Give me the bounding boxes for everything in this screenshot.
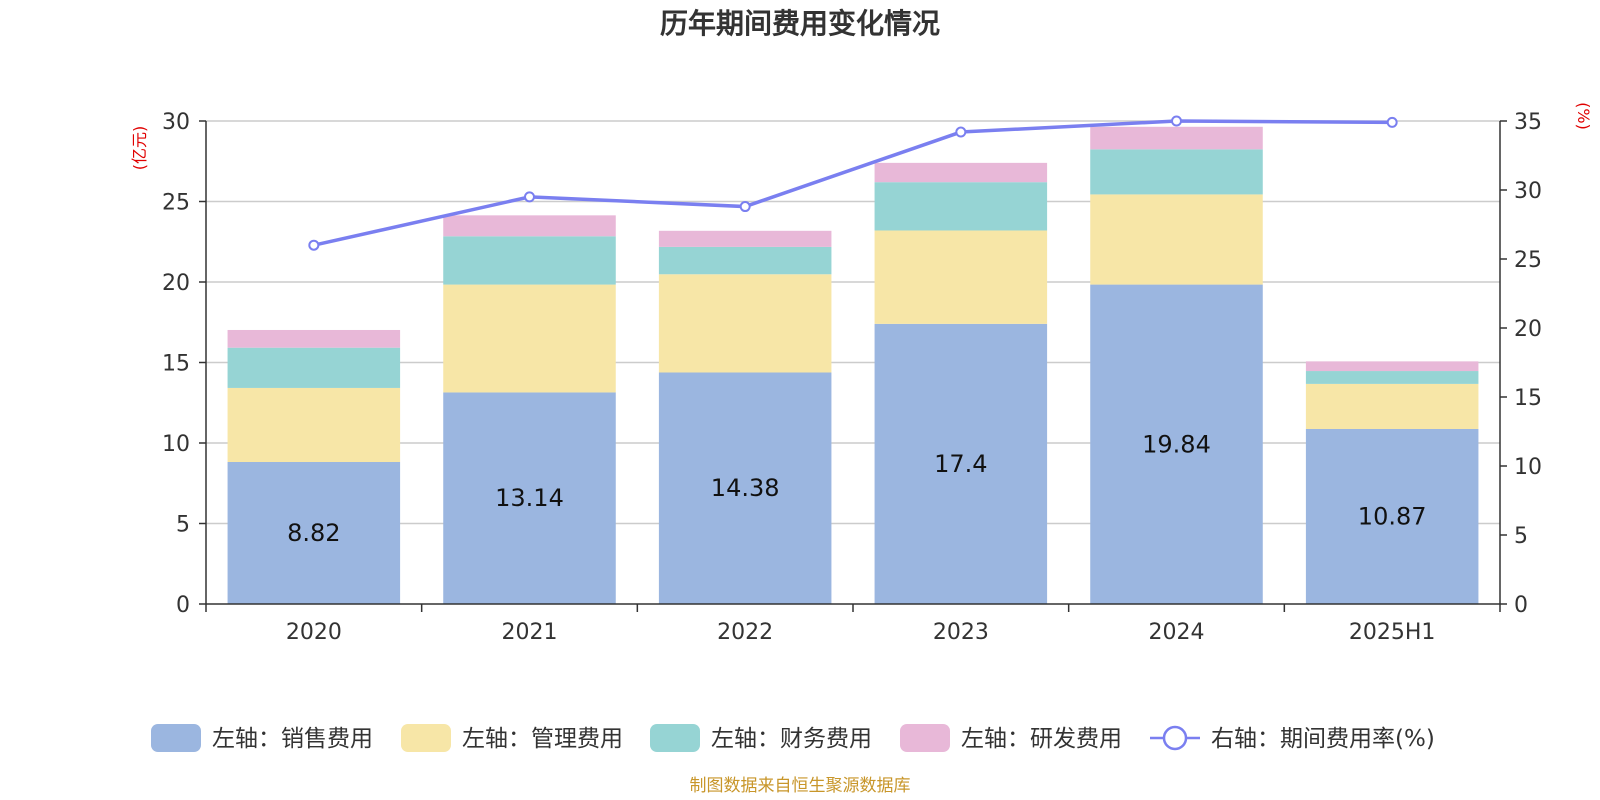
axes-layer: 0 5 10 15 20 25 30 0 5 10 15 20 25 30 35 2020 2021 2022 20… (162, 110, 1542, 645)
bar-series4 (227, 329, 401, 348)
legend-label: 左轴：管理费用 (462, 726, 623, 752)
right-tick-label: 35 (1514, 110, 1542, 135)
right-tick-label: 5 (1514, 524, 1528, 549)
left-tick-label: 20 (162, 271, 190, 296)
data-labels-layer: 8.82 13.14 14.38 17.4 19.84 10.87 (287, 430, 1426, 547)
x-tick-label: 2024 (1149, 620, 1205, 645)
x-tick-label: 2020 (286, 620, 342, 645)
legend-point-marker (1162, 725, 1188, 751)
bar-series3 (1305, 371, 1479, 384)
bar-data-label: 19.84 (1142, 430, 1211, 458)
legend-label: 左轴：销售费用 (212, 726, 373, 752)
bar-series2 (658, 274, 832, 373)
left-tick-label: 25 (162, 191, 190, 216)
legend: 左轴：销售费用 左轴：管理费用 左轴：财务费用 左轴：研发费用 右轴：期间费用率(%) (151, 724, 1435, 752)
right-tick-label: 25 (1514, 248, 1542, 273)
bar-series1 (658, 372, 832, 604)
chart-title: 历年期间费用变化情况 (660, 7, 940, 40)
rate-point (1171, 115, 1182, 127)
bar-series4 (658, 230, 832, 247)
left-tick-label: 30 (162, 110, 190, 135)
bar-series2 (874, 230, 1048, 324)
bar-series1 (874, 323, 1048, 604)
x-tick-label: 2022 (717, 620, 773, 645)
left-tick-label: 15 (162, 352, 190, 377)
bar-data-label: 13.14 (495, 484, 564, 512)
bar-series1 (1305, 428, 1479, 604)
legend-label: 左轴：研发费用 (961, 726, 1122, 752)
right-tick-label: 20 (1514, 317, 1542, 342)
rate-point (524, 191, 535, 203)
bar-series2 (1090, 194, 1263, 285)
bar-series4 (1305, 361, 1479, 372)
left-axis-unit: (亿元) (130, 126, 149, 171)
bar-series1 (227, 461, 401, 604)
right-tick-label: 30 (1514, 179, 1542, 204)
bar-series2 (227, 387, 401, 462)
rate-line (313, 119, 1393, 247)
rate-point (955, 126, 967, 138)
right-tick-label: 0 (1514, 593, 1528, 618)
legend-swatch (650, 724, 700, 752)
legend-swatch (151, 724, 201, 752)
left-tick-label: 0 (176, 593, 190, 618)
rate-point (1386, 116, 1398, 128)
grid-layer (206, 120, 1500, 525)
bar-series3 (443, 236, 616, 285)
bar-series3 (1090, 149, 1263, 195)
source-note: 制图数据来自恒生聚源数据库 (690, 776, 911, 796)
rate-line-layer (308, 115, 1398, 251)
rate-point (739, 201, 751, 213)
left-tick-label: 5 (176, 513, 190, 538)
bar-series1 (443, 392, 616, 604)
x-tick-label: 2021 (502, 620, 558, 645)
bar-series3 (874, 182, 1048, 231)
bar-data-label: 14.38 (711, 474, 780, 502)
legend-swatch (401, 724, 451, 752)
bar-data-label: 17.4 (934, 450, 987, 478)
bar-series2 (443, 284, 616, 393)
rate-point (308, 239, 320, 251)
x-tick-label: 2025H1 (1349, 620, 1436, 645)
bar-series3 (227, 347, 401, 388)
bar-series2 (1305, 383, 1479, 429)
bar-data-label: 10.87 (1358, 502, 1427, 530)
bar-series4 (874, 162, 1048, 183)
x-tick-label: 2023 (933, 620, 989, 645)
bar-series4 (443, 215, 616, 237)
bar-series4 (1090, 126, 1263, 150)
bar-data-label: 8.82 (287, 519, 340, 547)
bar-series3 (658, 246, 832, 275)
legend-label: 右轴：期间费用率(%) (1211, 726, 1435, 752)
bars-layer (227, 126, 1479, 604)
left-tick-label: 10 (162, 432, 190, 457)
right-tick-label: 15 (1514, 386, 1542, 411)
right-axis-unit: (%) (1574, 102, 1593, 130)
legend-label: 左轴：财务费用 (711, 726, 872, 752)
legend-swatch (900, 724, 950, 752)
right-tick-label: 10 (1514, 455, 1542, 480)
bar-series1 (1090, 284, 1263, 604)
